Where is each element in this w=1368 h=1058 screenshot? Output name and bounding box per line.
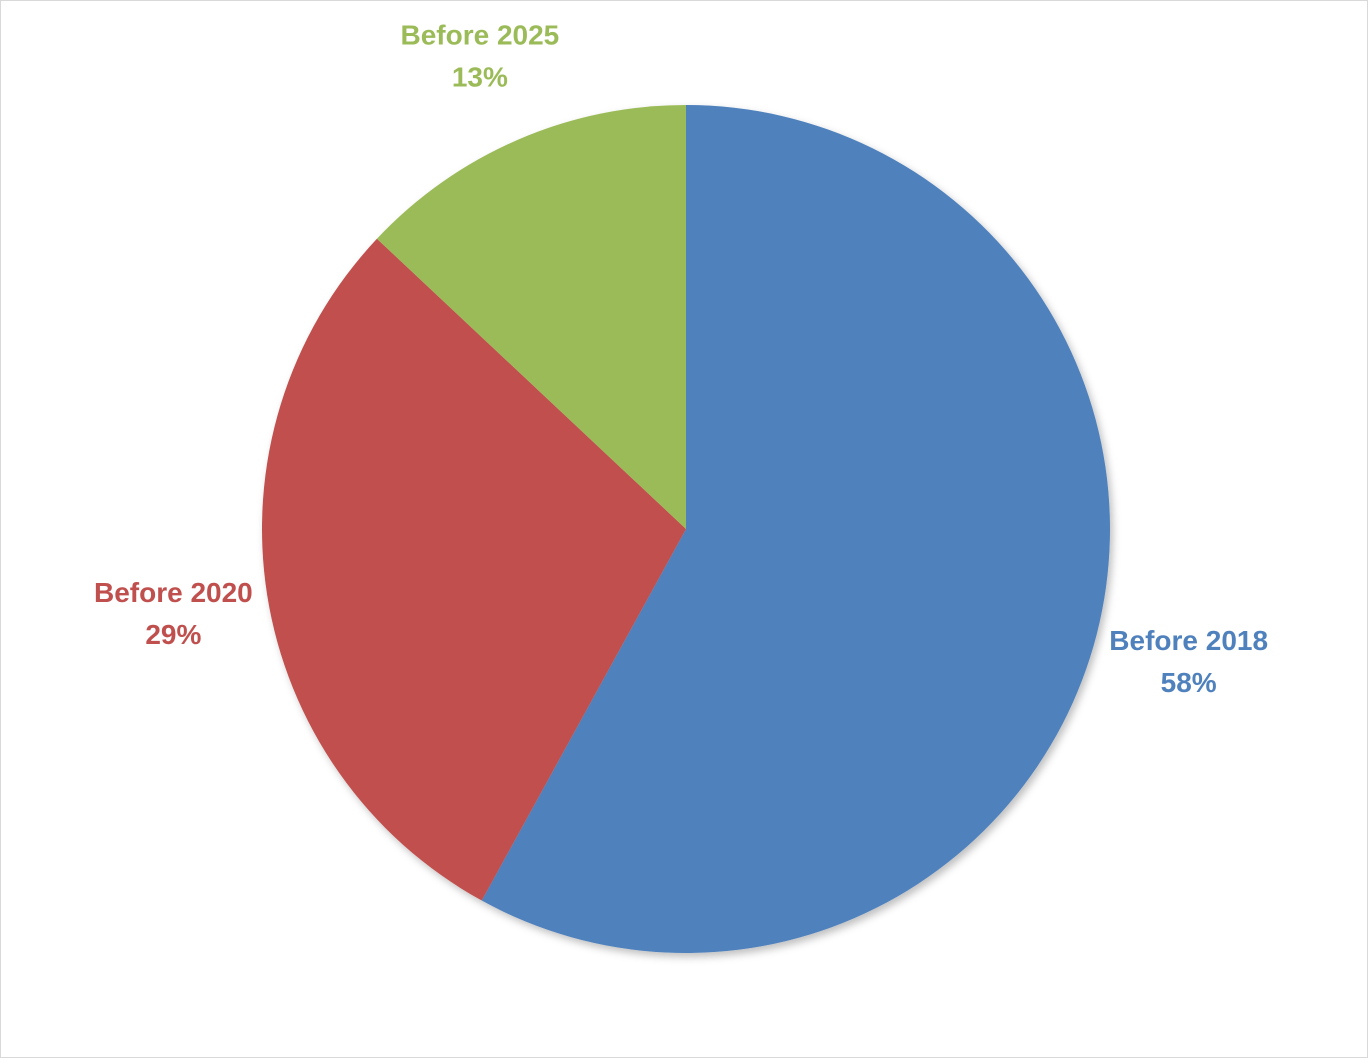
data-label-percent: 29% <box>145 619 201 650</box>
pie-slice-before-2018 <box>481 105 1110 953</box>
pie-slice-before-2020 <box>261 238 686 901</box>
data-label-percent: 13% <box>452 62 508 93</box>
data-label-category: Before 2025 <box>400 20 559 51</box>
data-label-before-2020: Before 2020 29% <box>94 577 253 650</box>
data-label-before-2018: Before 2018 58% <box>1109 625 1268 698</box>
data-label-category: Before 2018 <box>1109 625 1268 656</box>
data-label-category: Before 2020 <box>94 577 253 608</box>
data-label-before-2025: Before 2025 13% <box>400 20 559 93</box>
data-label-percent: 58% <box>1161 667 1217 698</box>
pie-slice-before-2025 <box>376 105 686 529</box>
